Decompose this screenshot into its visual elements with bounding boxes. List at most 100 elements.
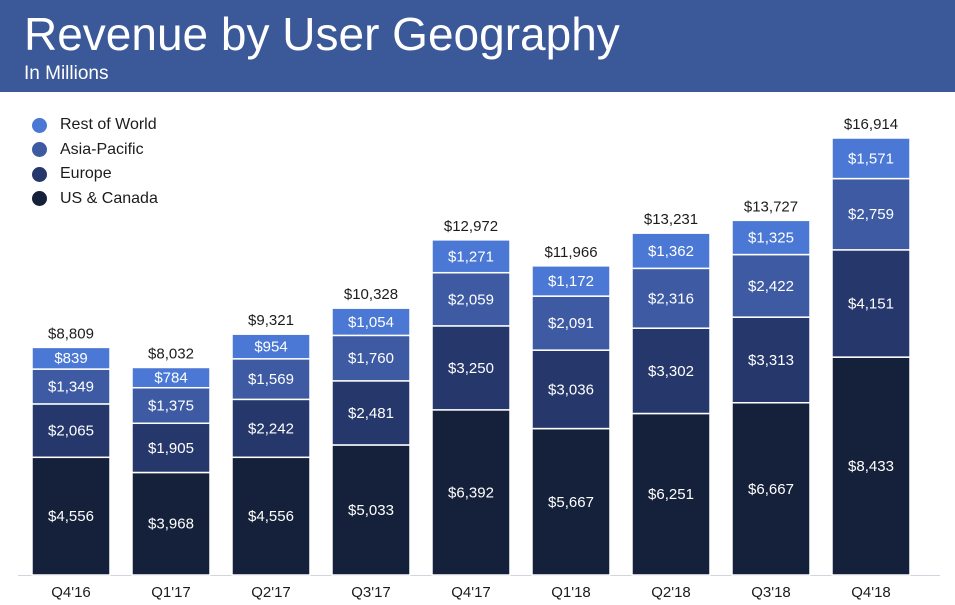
bar-segment [331,380,411,446]
bar-segment [231,333,311,360]
bar-segment [531,349,611,430]
bar-segment [831,137,911,180]
segment-value-label: $4,151 [848,295,894,312]
page-title: Revenue by User Geography [24,8,620,60]
legend-item-europe: Europe [32,162,158,187]
legend-item-us-canada: US & Canada [32,187,158,212]
bar-segment [531,265,611,297]
legend-label: Rest of World [60,116,157,134]
bar-segment [431,271,511,327]
total-value-label: $9,321 [248,312,294,329]
segment-value-label: $3,313 [748,352,794,369]
segment-value-label: $2,422 [748,278,794,295]
bar-segment [731,401,811,576]
total-value-label: $13,727 [744,198,798,215]
segment-value-label: $2,242 [248,420,294,437]
bar-segment [531,427,611,576]
segment-value-label: $6,667 [748,481,794,498]
segment-value-label: $784 [154,370,187,387]
segment-value-label: $1,760 [348,350,394,367]
segment-value-label: $839 [54,350,87,367]
total-value-label: $12,972 [444,218,498,235]
chart-legend: Rest of World Asia-Pacific Europe US & C… [32,113,158,211]
x-tick-label: Q2'17 [251,584,291,601]
bar-segment [331,307,411,337]
x-tick-label: Q4'17 [451,584,491,601]
segment-value-label: $1,362 [648,243,694,260]
segment-value-label: $5,033 [348,502,394,519]
segment-value-label: $1,375 [148,397,194,414]
bar-segment [731,316,811,404]
segment-value-label: $4,556 [48,508,94,525]
x-tick-label: Q3'18 [751,584,791,601]
bar-segment [431,409,511,576]
segment-value-label: $3,302 [648,363,694,380]
segment-value-label: $2,759 [848,206,894,223]
segment-value-label: $2,065 [48,423,94,440]
segment-value-label: $1,172 [548,273,594,290]
legend-item-rest-of-world: Rest of World [32,113,158,138]
segment-value-label: $2,316 [648,290,694,307]
segment-value-label: $1,325 [748,229,794,246]
bar-segment [131,471,211,576]
x-tick-label: Q3'17 [351,584,391,601]
legend-label: Asia-Pacific [60,140,144,158]
x-tick-label: Q2'18 [651,584,691,601]
total-value-label: $8,809 [48,325,94,342]
bar-segment [831,356,911,576]
header-banner: Revenue by User Geography In Millions [0,0,955,92]
total-value-label: $10,328 [344,286,398,303]
bar-segment [731,253,811,318]
bar-segment [131,366,211,389]
bar-segment [431,239,511,274]
legend-dot-icon [32,117,47,133]
bar-segment [31,456,111,576]
bar-segment [31,368,111,405]
bar-segment [331,334,411,382]
segment-value-label: $6,392 [448,484,494,501]
total-value-label: $13,231 [644,211,698,228]
legend-dot-icon [32,142,47,158]
bar-segment [531,295,611,351]
segment-value-label: $3,968 [148,516,194,533]
bar-segment [231,456,311,576]
segment-value-label: $1,905 [148,440,194,457]
segment-value-label: $1,571 [848,150,894,167]
bar-segment [331,444,411,576]
bar-segment [831,249,911,358]
bar-segment [631,412,711,576]
x-tick-label: Q4'16 [51,584,91,601]
segment-value-label: $1,054 [348,314,394,331]
segment-value-label: $4,556 [248,508,294,525]
legend-label: US & Canada [60,189,158,207]
segment-value-label: $6,251 [648,486,694,503]
x-tick-label: Q1'17 [151,584,191,601]
segment-value-label: $3,036 [548,381,594,398]
segment-value-label: $1,271 [448,248,494,265]
total-value-label: $11,966 [544,244,597,261]
bar-segment [131,422,211,474]
legend-item-asia-pacific: Asia-Pacific [32,138,158,163]
bar-segment [231,398,311,459]
segment-value-label: $3,250 [448,360,494,377]
legend-dot-icon [32,191,47,207]
bar-segment [31,346,111,370]
legend-dot-icon [32,166,47,182]
bar-segment [831,177,911,251]
page-subtitle: In Millions [24,63,109,84]
bar-segment [731,219,811,256]
segment-value-label: $2,059 [448,291,494,308]
segment-value-label: $1,349 [48,379,94,396]
bar-segment [431,325,511,411]
legend-label: Europe [60,165,112,183]
segment-value-label: $2,481 [348,405,394,422]
segment-value-label: $954 [254,339,287,356]
segment-value-label: $1,569 [248,371,294,388]
segment-value-label: $2,091 [548,315,594,332]
total-value-label: $16,914 [844,116,898,133]
total-value-label: $8,032 [148,345,194,362]
segment-value-label: $8,433 [848,458,894,475]
bar-segment [631,267,711,329]
x-tick-label: Q4'18 [851,584,891,601]
